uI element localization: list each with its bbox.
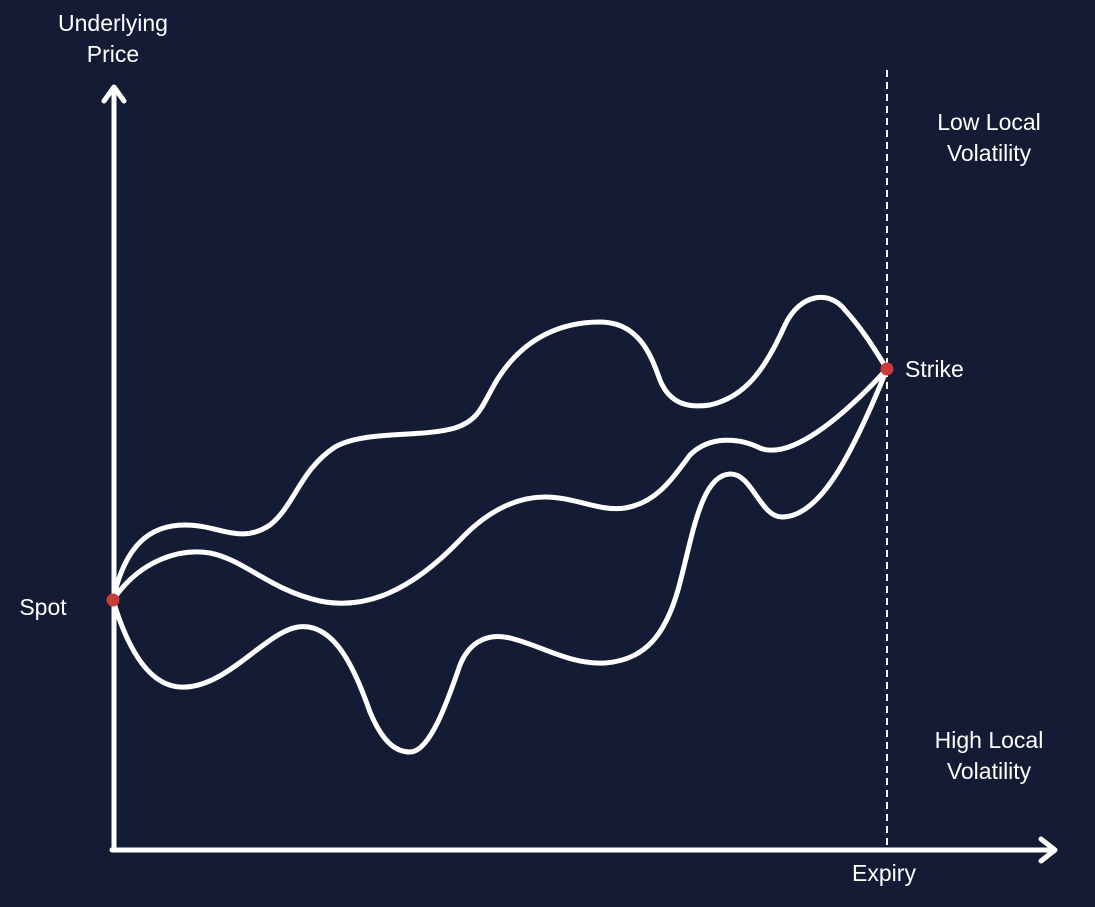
y-axis-arrowhead [101,84,127,104]
x-axis-title: Expiry [852,860,916,886]
high-volatility-line2: Volatility [946,758,1032,784]
strike-point [880,362,894,376]
low-volatility-line1: Low Local [937,109,1041,135]
x-axis-arrowhead [1038,836,1058,864]
price-path-lower [110,366,890,755]
y-axis-title-line1: Underlying [58,10,168,36]
price-path-middle [110,366,890,606]
spot-point [106,593,120,607]
y-axis-title: Underlying Price [32,8,194,70]
strike-label: Strike [905,356,964,382]
y-axis-title-line2: Price [86,41,140,67]
low-volatility-line2: Volatility [946,140,1032,166]
spot-label: Spot [19,594,67,620]
price-path-upper [110,294,890,603]
low-volatility-label: Low Local Volatility [908,107,1070,169]
high-volatility-line1: High Local [934,727,1044,753]
high-volatility-label: High Local Volatility [908,725,1070,787]
